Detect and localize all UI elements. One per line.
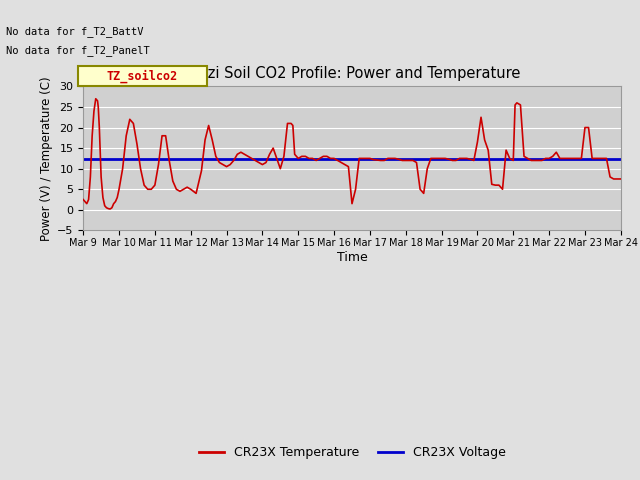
Legend: CR23X Temperature, CR23X Voltage: CR23X Temperature, CR23X Voltage xyxy=(193,441,511,464)
Text: No data for f_T2_BattV: No data for f_T2_BattV xyxy=(6,25,144,36)
Title: Tonzi Soil CO2 Profile: Power and Temperature: Tonzi Soil CO2 Profile: Power and Temper… xyxy=(183,66,521,81)
Text: TZ_soilco2: TZ_soilco2 xyxy=(107,70,178,83)
X-axis label: Time: Time xyxy=(337,251,367,264)
FancyBboxPatch shape xyxy=(78,66,207,86)
Y-axis label: Power (V) / Temperature (C): Power (V) / Temperature (C) xyxy=(40,76,53,240)
Text: No data for f_T2_PanelT: No data for f_T2_PanelT xyxy=(6,45,150,56)
